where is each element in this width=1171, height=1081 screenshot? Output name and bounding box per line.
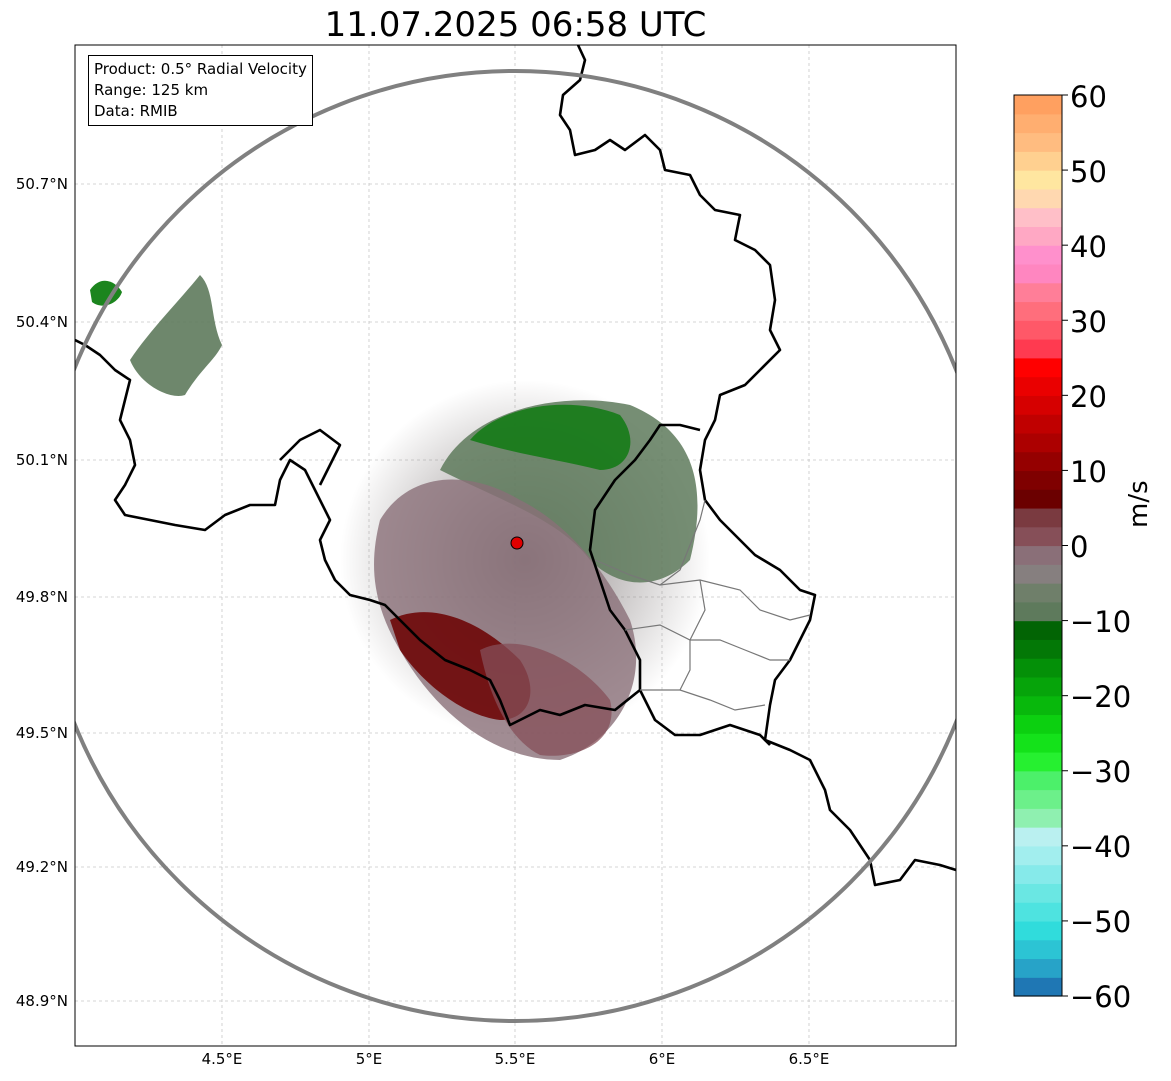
colorbar-segment — [1014, 958, 1062, 978]
colorbar-tick-label: −40 — [1070, 830, 1132, 864]
colorbar-segment — [1014, 545, 1062, 565]
radar-echoes — [90, 275, 710, 760]
colorbar-segment — [1014, 470, 1062, 490]
colorbar-segment — [1014, 507, 1062, 528]
colorbar-segment — [1014, 714, 1062, 734]
colorbar-segment — [1014, 789, 1062, 809]
lat-label-49.2: 49.2°N — [15, 858, 68, 876]
colorbar-segment — [1014, 151, 1062, 171]
colorbar-segment — [1014, 695, 1062, 716]
colorbar-segment — [1014, 376, 1062, 396]
colorbar-segment — [1014, 132, 1062, 152]
colorbar-tick-label: 50 — [1070, 155, 1107, 189]
lat-label-50.7: 50.7°N — [15, 175, 68, 193]
lon-label-6: 6°E — [648, 1050, 676, 1068]
colorbar-segment — [1014, 263, 1062, 284]
colorbar-segment — [1014, 188, 1062, 209]
echo-northwest-green — [90, 280, 122, 306]
lat-label-49.5: 49.5°N — [15, 724, 68, 742]
colorbar-segment — [1014, 808, 1062, 828]
colorbar-segment — [1014, 113, 1062, 134]
colorbar-segment — [1014, 601, 1062, 622]
lat-label-48.9: 48.9°N — [15, 992, 68, 1010]
colorbar-segment — [1014, 939, 1062, 960]
info-range: Range: 125 km — [94, 81, 209, 99]
colorbar-tick-label: −10 — [1070, 605, 1132, 639]
border-fr-south — [638, 689, 771, 746]
info-data-source: Data: RMIB — [94, 102, 178, 120]
colorbar-segment — [1014, 357, 1062, 378]
colorbar-segment — [1014, 564, 1062, 584]
colorbar-tick-label: 40 — [1070, 230, 1107, 264]
colorbar-segment — [1014, 770, 1062, 791]
lat-label-50.4: 50.4°N — [15, 313, 68, 331]
colorbar-tick-label: −60 — [1070, 980, 1132, 1014]
colorbar-segment — [1014, 207, 1062, 227]
lon-label-5: 5°E — [355, 1050, 383, 1068]
radar-site-marker — [510, 536, 524, 550]
map-frame — [74, 44, 957, 1047]
colorbar-segment — [1014, 170, 1062, 190]
colorbar-segment — [1014, 526, 1062, 547]
colorbar-tick-label: −30 — [1070, 755, 1132, 789]
colorbar-segment — [1014, 489, 1062, 509]
colorbar-segment — [1014, 751, 1062, 772]
colorbar-segment — [1014, 301, 1062, 321]
lon-label-6.5: 6.5°E — [788, 1050, 830, 1068]
map-title: 11.07.2025 06:58 UTC — [324, 5, 707, 45]
colorbar-segment — [1014, 245, 1062, 265]
colorbar-unit-label: m/s — [1124, 480, 1154, 528]
colorbar — [1014, 95, 1062, 997]
border-east — [558, 45, 956, 887]
colorbar-segment — [1014, 733, 1062, 753]
border-lorraine — [279, 428, 342, 486]
colorbar-segment — [1014, 432, 1062, 453]
colorbar-ticks — [1062, 94, 1068, 997]
colorbar-segment — [1014, 658, 1062, 678]
echo-northwest — [130, 275, 222, 396]
colorbar-segment — [1014, 451, 1062, 472]
colorbar-tick-label: 30 — [1070, 305, 1107, 339]
colorbar-segment — [1014, 226, 1062, 246]
colorbar-segment — [1014, 902, 1062, 922]
colorbar-segment — [1014, 320, 1062, 340]
colorbar-segment — [1014, 639, 1062, 659]
echo-brown — [480, 643, 612, 756]
colorbar-segment — [1014, 977, 1062, 997]
colorbar-segment — [1014, 282, 1062, 303]
colorbar-tick-label: 10 — [1070, 455, 1107, 489]
colorbar-segment — [1014, 827, 1062, 847]
colorbar-tick-label: 0 — [1070, 530, 1089, 564]
region-borders — [594, 499, 811, 711]
colorbar-segment — [1014, 339, 1062, 359]
colorbar-tick-label: −20 — [1070, 680, 1132, 714]
range-ring — [75, 69, 956, 1023]
colorbar-tick-label: 60 — [1070, 80, 1107, 114]
colorbar-tick-label: 20 — [1070, 380, 1107, 414]
country-borders — [75, 45, 956, 887]
colorbar-segment — [1014, 845, 1062, 866]
border-lux — [75, 338, 701, 727]
lat-label-50.1: 50.1°N — [15, 451, 68, 469]
colorbar-tick-label: −50 — [1070, 905, 1132, 939]
colorbar-segment — [1014, 95, 1062, 115]
info-product: Product: 0.5° Radial Velocity — [94, 60, 307, 78]
colorbar-segment — [1014, 583, 1062, 603]
info-box: Product: 0.5° Radial Velocity Range: 125… — [88, 55, 313, 126]
colorbar-segment — [1014, 883, 1062, 903]
colorbar-segment — [1014, 395, 1062, 415]
colorbar-segment — [1014, 864, 1062, 884]
colorbar-segment — [1014, 414, 1062, 434]
colorbar-segment — [1014, 620, 1062, 640]
colorbar-segment — [1014, 676, 1062, 697]
lat-label-49.8: 49.8°N — [15, 588, 68, 606]
echo-green-strong — [470, 404, 631, 470]
lon-label-4.5: 4.5°E — [201, 1050, 243, 1068]
colorbar-segment — [1014, 920, 1062, 941]
lon-label-5.5: 5.5°E — [494, 1050, 536, 1068]
